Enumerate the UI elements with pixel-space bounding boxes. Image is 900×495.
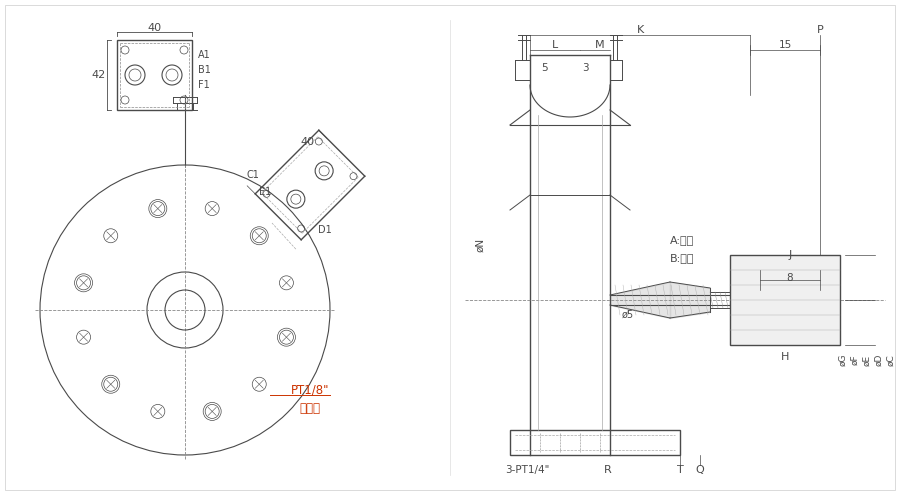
Text: øE: øE: [862, 354, 871, 366]
Text: 3-PT1/4": 3-PT1/4": [505, 465, 549, 475]
Text: B1: B1: [198, 65, 211, 75]
Text: P: P: [816, 25, 824, 35]
Bar: [730, 255, 840, 345]
Text: øC: øC: [886, 354, 896, 366]
Text: C1: C1: [247, 170, 259, 180]
Bar: [117, 40, 192, 110]
Text: R: R: [604, 465, 612, 475]
Text: J: J: [788, 250, 792, 260]
Text: H: H: [781, 352, 789, 362]
Text: PT1/8": PT1/8": [291, 384, 329, 396]
Bar: [510, 430, 680, 455]
Text: A1: A1: [198, 50, 211, 60]
Text: øN: øN: [475, 238, 485, 252]
Text: T: T: [677, 465, 683, 475]
Text: K: K: [636, 25, 644, 35]
Text: 8: 8: [787, 273, 793, 283]
Text: A:內徑: A:內徑: [670, 235, 694, 245]
Text: 5: 5: [542, 63, 548, 73]
Text: Q: Q: [696, 465, 705, 475]
Text: øD: øD: [875, 354, 884, 366]
Text: L: L: [552, 40, 558, 50]
Text: F1: F1: [198, 80, 210, 90]
Text: 40: 40: [300, 137, 314, 147]
Text: E1: E1: [259, 187, 271, 197]
Text: B:行程: B:行程: [670, 253, 695, 263]
Text: 注氣孔: 注氣孔: [300, 401, 320, 414]
Text: D1: D1: [318, 225, 332, 235]
Text: 42: 42: [92, 70, 106, 80]
Text: ø5: ø5: [622, 310, 634, 320]
Text: M: M: [595, 40, 605, 50]
Text: 15: 15: [778, 40, 792, 50]
Text: øF: øF: [850, 355, 860, 365]
Text: 3: 3: [581, 63, 589, 73]
Text: øG: øG: [839, 354, 848, 366]
Text: 40: 40: [148, 23, 162, 33]
